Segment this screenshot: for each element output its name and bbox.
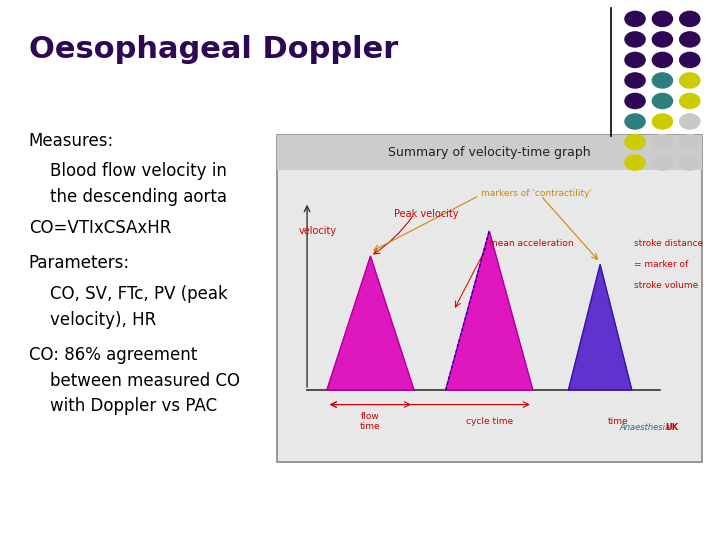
Text: Anaesthesia: Anaesthesia [620,423,671,432]
Circle shape [625,32,645,47]
Circle shape [625,155,645,170]
Text: the descending aorta: the descending aorta [29,188,227,206]
Text: markers of 'contractility': markers of 'contractility' [482,189,593,198]
Text: CO=VTIxCSAxHR: CO=VTIxCSAxHR [29,219,171,237]
Circle shape [625,134,645,150]
Text: flow
time: flow time [360,411,381,431]
FancyBboxPatch shape [277,135,702,462]
Text: cycle time: cycle time [466,417,513,426]
Text: Measures:: Measures: [29,132,114,150]
Text: Summary of velocity-time graph: Summary of velocity-time graph [388,146,591,159]
Circle shape [680,32,700,47]
Polygon shape [569,265,632,390]
Circle shape [625,114,645,129]
Circle shape [680,11,700,26]
Text: CO: 86% agreement: CO: 86% agreement [29,346,197,363]
Circle shape [625,11,645,26]
Circle shape [652,11,672,26]
Circle shape [652,32,672,47]
Text: with Doppler vs PAC: with Doppler vs PAC [29,397,217,415]
Text: mean acceleration: mean acceleration [490,239,574,248]
Text: CO, SV, FTc, PV (peak: CO, SV, FTc, PV (peak [29,285,228,303]
Circle shape [680,134,700,150]
Text: UK: UK [665,423,678,432]
Text: velocity: velocity [298,226,336,236]
Polygon shape [327,256,414,390]
Text: = marker of: = marker of [634,260,688,269]
Text: Parameters:: Parameters: [29,254,130,272]
Text: velocity), HR: velocity), HR [29,311,156,329]
Text: Peak velocity: Peak velocity [395,210,459,219]
Text: stroke distance: stroke distance [634,239,703,248]
FancyBboxPatch shape [277,135,702,170]
Text: between measured CO: between measured CO [29,372,240,389]
Circle shape [652,134,672,150]
Text: stroke volume: stroke volume [634,281,698,290]
Polygon shape [446,231,533,390]
Circle shape [652,93,672,109]
Text: Oesophageal Doppler: Oesophageal Doppler [29,35,398,64]
Circle shape [652,155,672,170]
Circle shape [652,114,672,129]
Circle shape [680,93,700,109]
Text: time: time [608,417,629,426]
Circle shape [652,73,672,88]
Circle shape [625,93,645,109]
Circle shape [680,73,700,88]
Circle shape [625,73,645,88]
Circle shape [680,52,700,68]
Circle shape [680,114,700,129]
Circle shape [652,52,672,68]
Circle shape [680,155,700,170]
Circle shape [625,52,645,68]
Text: Blood flow velocity in: Blood flow velocity in [29,162,227,180]
